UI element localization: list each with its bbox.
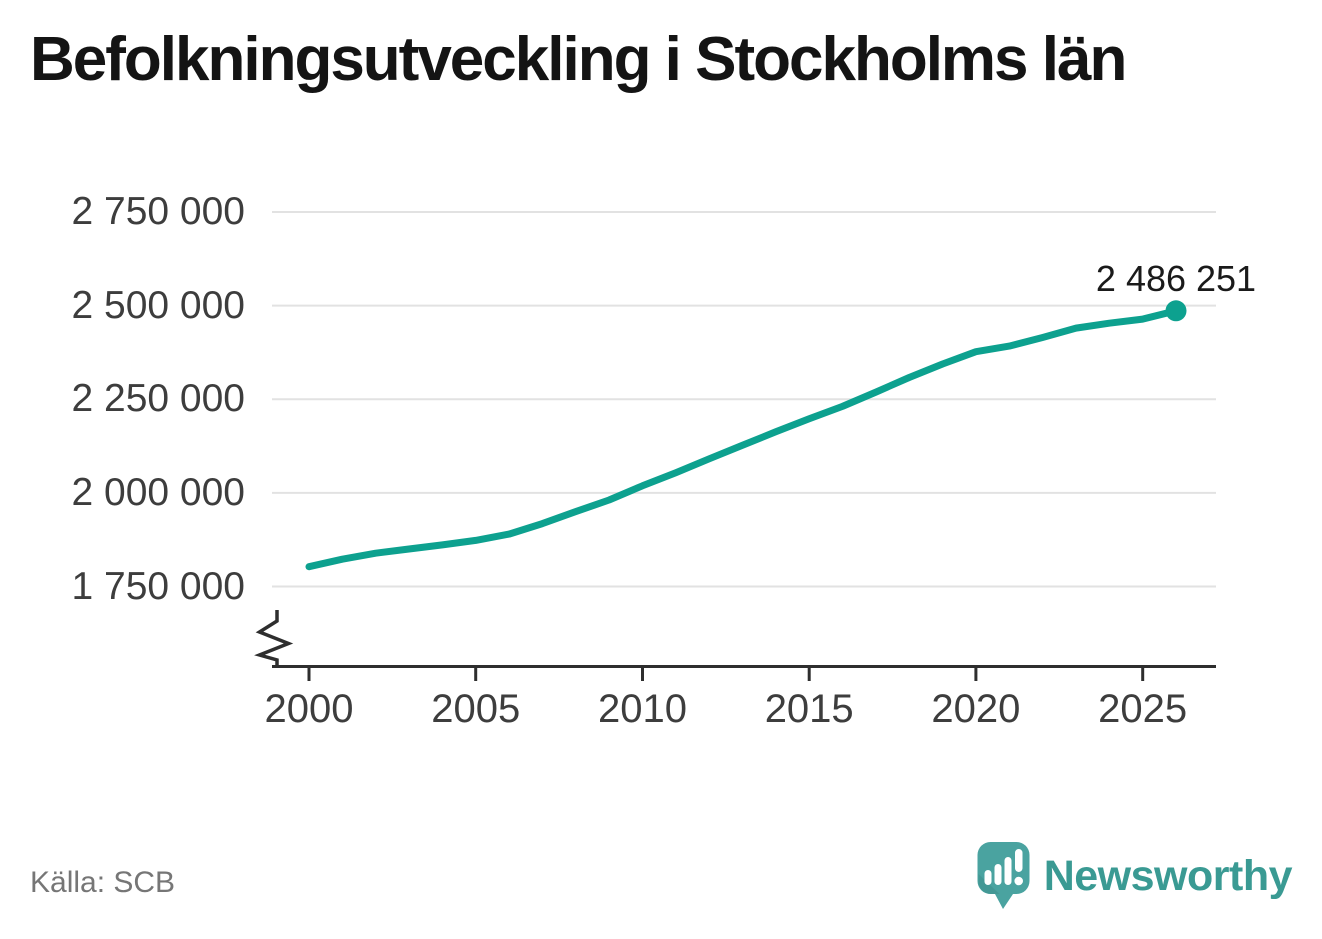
x-tick-label: 2025 — [1098, 687, 1188, 731]
x-tick-label: 2020 — [931, 687, 1021, 731]
source-caption: Källa: SCB — [30, 866, 176, 899]
y-tick-label: 2 250 000 — [71, 377, 245, 421]
brand-logo: Newsworthy — [976, 841, 1293, 911]
x-tick-label: 2000 — [264, 687, 354, 731]
y-axis-break-icon — [254, 610, 294, 668]
y-tick-label: 1 750 000 — [71, 564, 245, 608]
chart-title: Befolkningsutveckling i Stockholms län — [30, 25, 1127, 94]
y-tick-label: 2 500 000 — [71, 283, 245, 327]
brand-name: Newsworthy — [1043, 852, 1293, 900]
y-tick-label: 2 000 000 — [71, 470, 245, 514]
population-line — [305, 307, 1180, 571]
x-tick-label: 2010 — [597, 687, 687, 731]
speech-bubble-bar-chart-exclamation-icon — [977, 842, 1030, 909]
end-point-dot — [1165, 300, 1187, 322]
end-value-label: 2 486 251 — [1095, 257, 1257, 299]
x-tick-label: 2015 — [764, 687, 854, 731]
x-tick-label: 2005 — [431, 687, 521, 731]
y-tick-label: 2 750 000 — [71, 190, 245, 233]
